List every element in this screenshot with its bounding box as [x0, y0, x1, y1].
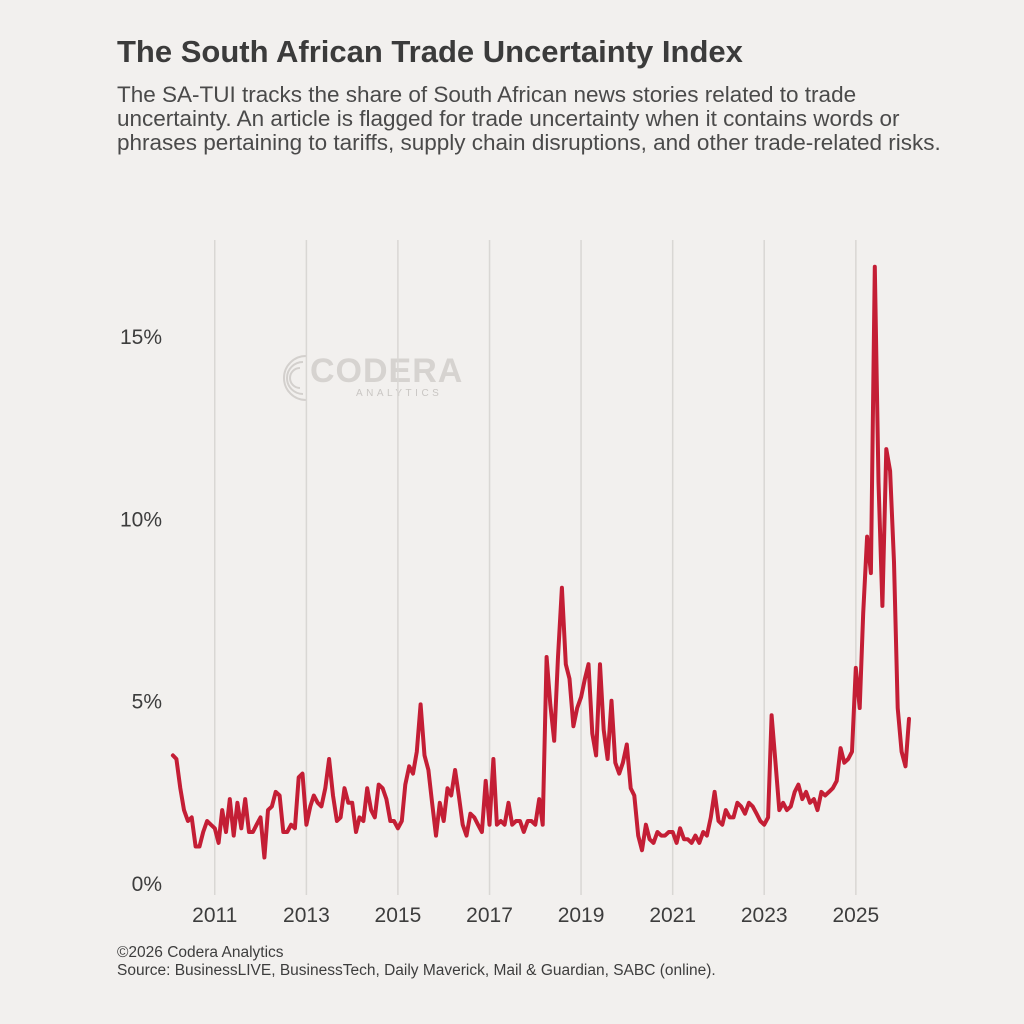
x-tick-label: 2015 [375, 904, 422, 927]
grid-lines [214, 240, 857, 895]
x-tick-label: 2013 [283, 904, 330, 927]
y-tick-label: 10% [120, 508, 162, 531]
y-tick-label: 0% [132, 873, 162, 896]
y-tick-label: 15% [120, 326, 162, 349]
source-text: Source: BusinessLIVE, BusinessTech, Dail… [117, 962, 716, 979]
watermark-name: CODERA [310, 352, 464, 390]
x-tick-label: 2025 [832, 904, 879, 927]
x-tick-label: 2017 [466, 904, 513, 927]
codera-logo-icon [283, 355, 307, 401]
x-tick-label: 2021 [649, 904, 696, 927]
x-tick-label: 2019 [558, 904, 605, 927]
chart-subtitle: The SA-TUI tracks the share of South Afr… [117, 82, 941, 155]
x-axis-ticks: 2011 2013 2015 2017 2019 2021 2023 2025 [192, 904, 879, 927]
chart-footer: ©2026 Codera Analytics Source: BusinessL… [117, 944, 997, 980]
x-tick-label: 2011 [192, 904, 237, 927]
chart-title: The South African Trade Uncertainty Inde… [117, 34, 743, 69]
series-line [170, 264, 911, 860]
x-tick-label: 2023 [741, 904, 788, 927]
y-tick-label: 5% [132, 691, 162, 714]
y-axis-ticks: 0% 5% 10% 15% [120, 326, 162, 896]
copyright-text: ©2026 Codera Analytics [117, 944, 284, 961]
